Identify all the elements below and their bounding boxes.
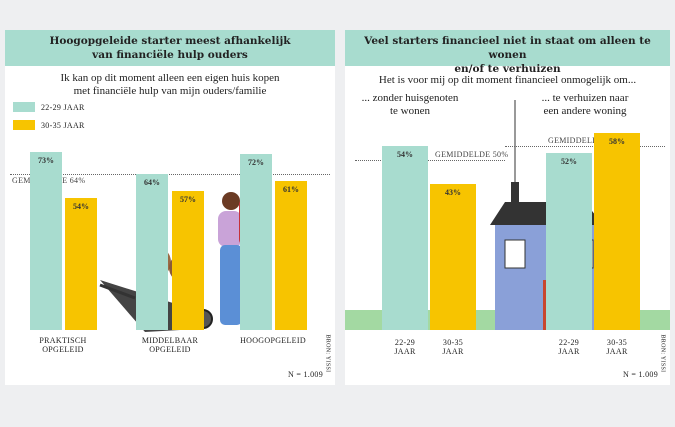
- bar: [546, 153, 592, 330]
- value-label: 43%: [445, 187, 461, 197]
- value-label: 58%: [609, 136, 625, 146]
- right-panel: Veel starters financieel niet in staat o…: [345, 30, 670, 385]
- x-tick-label: 22-29 JAAR: [558, 338, 580, 356]
- x-tick-label: 30-35 JAAR: [606, 338, 628, 356]
- value-label: 61%: [283, 185, 299, 195]
- value-label: 57%: [180, 194, 196, 204]
- chart-title: Veel starters financieel niet in staat o…: [364, 35, 651, 75]
- legend-swatch: [13, 120, 35, 130]
- value-label: 54%: [397, 150, 413, 160]
- bar: [430, 183, 476, 330]
- x-tick-label: 22-29 JAAR: [394, 338, 416, 356]
- category-label: ... zonder huisgenoten te wonen: [361, 92, 459, 117]
- x-tick-label: HOOGOPGELEID: [240, 336, 306, 345]
- chart-subtitle: Ik kan op dit moment alleen een eigen hu…: [60, 72, 280, 97]
- bar: [172, 190, 204, 330]
- note: N = 1.009: [623, 370, 658, 379]
- chart-title: Hoogopgeleide starter meest afhankelijk …: [49, 35, 291, 61]
- x-tick-label: MIDDELBAAR OPGELEID: [141, 336, 199, 354]
- legend-label: 22-29 JAAR: [41, 103, 85, 112]
- legend-label: 30-35 JAAR: [41, 121, 85, 130]
- legend-swatch: [13, 102, 35, 112]
- note: N = 1.009: [288, 370, 323, 379]
- x-tick-label: PRAKTISCH OPGELEID: [39, 336, 87, 354]
- header-band: [345, 30, 670, 66]
- value-label: 64%: [144, 177, 160, 187]
- source: BRON: YISSI: [659, 334, 666, 373]
- bar: [275, 181, 307, 330]
- bar: [30, 151, 62, 330]
- bar: [382, 146, 428, 330]
- header-band: [5, 30, 335, 66]
- left-panel: Hoogopgeleide starter meest afhankelijk …: [5, 30, 335, 385]
- category-label: ... te verhuizen naar een andere woning: [541, 92, 629, 117]
- value-label: 52%: [561, 157, 577, 167]
- bar: [594, 132, 640, 330]
- source: BRON: YISSI: [324, 334, 331, 373]
- value-label: 73%: [38, 155, 54, 165]
- x-tick-label: 30-35 JAAR: [442, 338, 464, 356]
- bar: [65, 198, 97, 330]
- reference-line: [355, 160, 505, 161]
- value-label: 72%: [248, 158, 264, 168]
- bar: [240, 154, 272, 330]
- reference-label: GEMIDDELDE 50%: [435, 150, 509, 159]
- reference-line: [10, 173, 330, 175]
- reference-line: [505, 146, 665, 148]
- chart-subtitle: Het is voor mij op dit moment financieel…: [378, 74, 637, 86]
- value-label: 54%: [73, 202, 89, 212]
- bar: [136, 173, 168, 330]
